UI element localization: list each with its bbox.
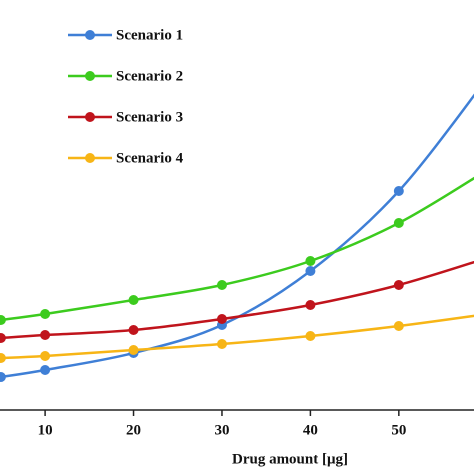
data-point — [128, 295, 139, 305]
plot-area — [0, 93, 474, 382]
legend-label: Scenario 2 — [116, 68, 183, 84]
data-point — [40, 351, 51, 361]
x-tick-label: 50 — [391, 422, 406, 438]
data-point — [0, 333, 6, 343]
x-tick-label: 40 — [303, 422, 318, 438]
data-point — [305, 266, 316, 276]
data-point — [0, 315, 6, 325]
x-axis-label: Drug amount [μg] — [232, 451, 348, 467]
data-point — [305, 331, 316, 341]
legend-label: Scenario 4 — [116, 150, 184, 166]
x-tick-label: 30 — [214, 422, 229, 438]
legend-label: Scenario 3 — [116, 109, 183, 125]
series-line — [0, 93, 474, 379]
data-point — [40, 309, 51, 319]
data-point — [393, 218, 404, 228]
x-tick-label: 20 — [126, 422, 141, 438]
data-point — [40, 330, 51, 340]
x-tick-label: 10 — [38, 422, 53, 438]
data-point — [393, 321, 404, 331]
data-point — [128, 345, 139, 355]
data-point — [393, 186, 404, 196]
data-point — [216, 339, 227, 349]
data-point — [128, 325, 139, 335]
legend-label: Scenario 1 — [116, 27, 183, 43]
legend-marker — [85, 71, 95, 81]
data-point — [305, 256, 316, 266]
legend-marker — [85, 153, 95, 163]
data-point — [216, 280, 227, 290]
legend-marker — [85, 30, 95, 40]
series-line — [0, 314, 474, 360]
data-point — [216, 314, 227, 324]
data-point — [305, 300, 316, 310]
data-point — [0, 353, 6, 363]
legend-marker — [85, 112, 95, 122]
data-point — [40, 365, 51, 375]
data-point — [0, 372, 6, 382]
data-point — [393, 280, 404, 290]
